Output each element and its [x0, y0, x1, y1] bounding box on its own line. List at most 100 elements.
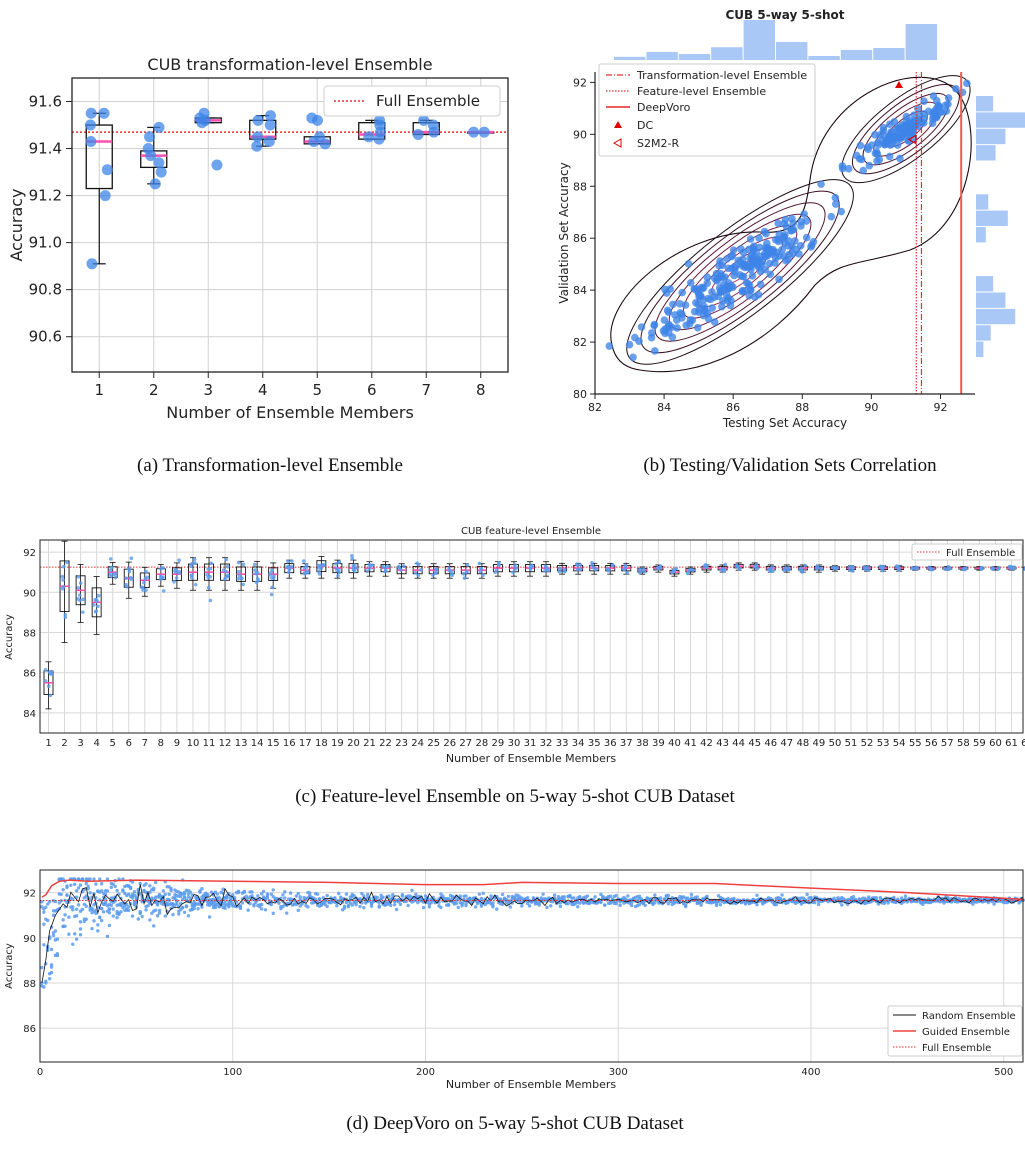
data-point-c [670, 570, 674, 575]
data-point-b [669, 300, 677, 309]
x-tick-label-c: 52 [861, 738, 874, 749]
x-tick-label-c: 58 [957, 738, 970, 749]
data-point-c [337, 560, 342, 564]
data-point-d [182, 910, 187, 914]
data-point-d [495, 907, 499, 911]
data-point-d [238, 905, 243, 909]
data-point-d [520, 904, 524, 908]
data-point-b [865, 161, 874, 170]
data-point-b [710, 318, 719, 326]
x-tick-label-c: 8 [158, 738, 164, 749]
legend-d [887, 1005, 1023, 1057]
right-histogram-bar-b [976, 128, 1006, 145]
data-point-c [910, 566, 915, 571]
data-point-c [241, 562, 246, 567]
box-a [85, 124, 113, 190]
data-point-c [113, 575, 118, 580]
data-point-d [333, 896, 337, 900]
data-point-c [253, 568, 257, 572]
data-point-d [126, 905, 131, 909]
data-point-c [81, 597, 86, 602]
data-point-d [398, 902, 403, 906]
data-point-d [577, 901, 582, 905]
data-point-d [585, 894, 590, 898]
data-point-b [933, 112, 942, 120]
data-point-b [886, 141, 895, 149]
legend-label-b: DC [637, 119, 653, 132]
x-tick-label-c: 29 [492, 738, 505, 749]
data-point-d [173, 896, 177, 900]
data-point-b [765, 259, 774, 268]
data-point-c [530, 564, 534, 568]
data-point-b [667, 323, 676, 332]
x-tick-label-c: 42 [700, 738, 713, 749]
data-point-c [65, 560, 69, 565]
data-point-b [942, 107, 951, 115]
data-point-c [223, 577, 227, 581]
data-point-c [396, 564, 401, 569]
x-tick-label-c: 10 [187, 738, 200, 749]
data-point-b [699, 296, 708, 304]
y-tick-label-c: 84 [23, 709, 36, 720]
x-tick-label-b: 84 [657, 401, 671, 414]
data-point-d [98, 915, 102, 919]
data-point-c [159, 566, 163, 571]
data-point-d [265, 892, 270, 896]
data-point-c [462, 576, 467, 580]
data-point-d [92, 877, 96, 881]
data-point-d [99, 889, 104, 893]
data-point-d [103, 892, 108, 897]
data-point-c [77, 593, 82, 597]
data-point-d [508, 905, 512, 909]
data-point-d [117, 912, 121, 917]
x-tick-label-c: 60 [989, 738, 1002, 749]
data-point-c [590, 560, 594, 565]
data-point-d [840, 903, 844, 907]
data-point-b [831, 193, 840, 202]
data-point-b [605, 342, 614, 350]
data-point-b [678, 288, 687, 297]
data-point-b [738, 286, 747, 295]
data-point-c [770, 569, 775, 573]
data-point-b [837, 207, 846, 216]
data-point-d [78, 920, 83, 924]
data-point-c [304, 565, 309, 569]
data-point-c [253, 571, 258, 576]
data-point-b [894, 123, 903, 132]
data-point-c [78, 581, 83, 585]
data-point-c [161, 589, 166, 593]
data-point-b [904, 131, 913, 140]
data-point-b [754, 256, 763, 265]
data-point-d [689, 892, 694, 897]
data-point-d [296, 908, 300, 913]
data-point-c [478, 569, 483, 574]
x-tick-label-a: 1 [94, 381, 104, 399]
data-point-d [51, 913, 56, 917]
data-point-d [562, 895, 566, 899]
data-point-b [718, 302, 726, 311]
data-point-d [71, 908, 75, 912]
legend-label-b: S2M2-R [637, 137, 679, 150]
data-point-c [221, 568, 226, 572]
data-point-b [746, 235, 755, 243]
data-point-d [387, 894, 391, 898]
data-point-c [641, 568, 646, 573]
data-point-d [805, 892, 809, 897]
data-point-d [252, 904, 256, 908]
y-tick-label-c: 90 [23, 588, 36, 599]
data-point-d [80, 907, 85, 912]
data-point-c [866, 565, 870, 569]
data-point-c [336, 573, 340, 578]
random-ensemble-line-d [41, 884, 1024, 984]
data-point-c [418, 568, 423, 572]
data-point-d [192, 906, 196, 911]
x-tick-label-c: 41 [684, 738, 697, 749]
data-point-c [76, 597, 80, 601]
legend-label-b: Feature-level Ensemble [637, 85, 766, 98]
data-point-d [115, 915, 119, 920]
right-histogram-bar-b [976, 112, 1025, 128]
y-tick-label-d: 92 [23, 889, 36, 900]
data-point-d [269, 892, 273, 896]
data-point-d [94, 882, 98, 886]
data-point-c [450, 573, 454, 578]
